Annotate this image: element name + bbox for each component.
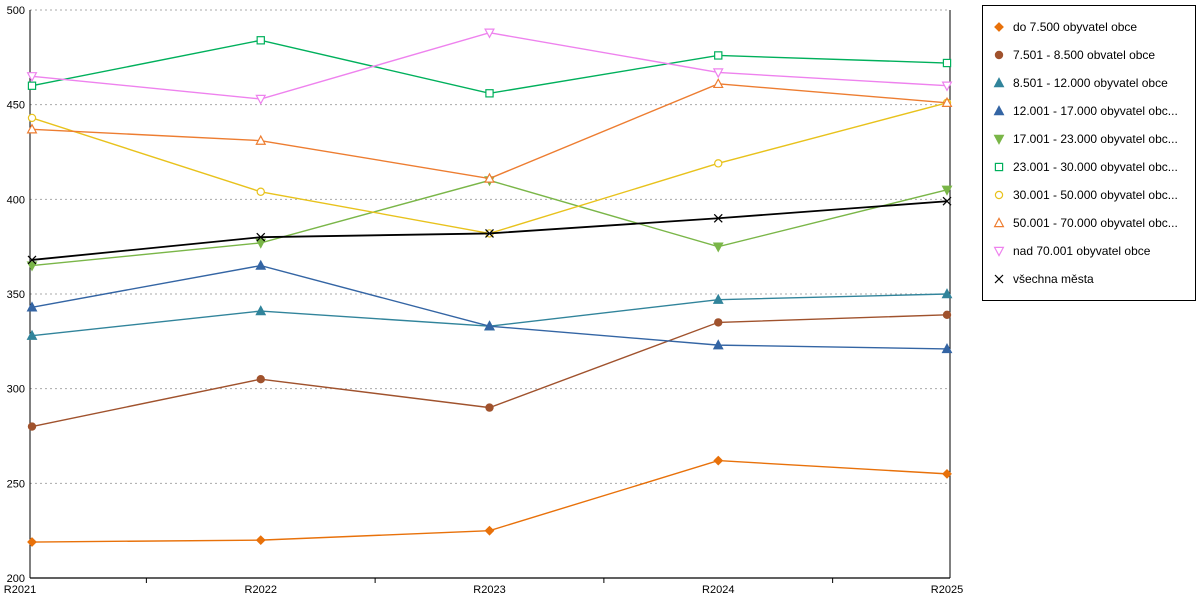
- legend-item: 7.501 - 8.500 obvatel obce: [991, 41, 1187, 69]
- y-axis-tick-label: 500: [7, 5, 25, 17]
- legend: do 7.500 obyvatel obce 7.501 - 8.500 obva…: [982, 5, 1196, 301]
- series-x-000000: [27, 196, 952, 265]
- legend-item-label: 23.001 - 30.000 obyvatel obc...: [1013, 160, 1178, 174]
- y-axis-tick-label: 350: [7, 289, 25, 301]
- x-axis-tick-label: R2025: [931, 584, 963, 596]
- y-axis-tick-label: 450: [7, 100, 25, 112]
- legend-marker-icon: [994, 274, 1004, 284]
- legend-item: 17.001 - 23.000 obyvatel obc...: [991, 125, 1187, 153]
- legend-item-label: do 7.500 obyvatel obce: [1013, 20, 1138, 34]
- series-triangle-up-31849B: [26, 288, 953, 340]
- legend-marker-icon: [994, 190, 1004, 200]
- series-circle-E8C21C: [27, 98, 952, 238]
- series-circle-A0522D: [27, 310, 952, 431]
- plot-area: 200 250 300 350 400 450 500 R2021 R2022 R2023 R202…: [4, 5, 963, 596]
- legend-item: 50.001 - 70.000 obyvatel obc...: [991, 209, 1187, 237]
- x-axis-tick-label: R2021: [4, 584, 36, 596]
- series-diamond-E8710A: [27, 455, 952, 547]
- legend-marker-icon: [993, 105, 1005, 116]
- y-axis-tick-label: 300: [7, 384, 25, 396]
- y-axis-tick-label: 250: [7, 478, 25, 490]
- legend-marker-icon: [993, 134, 1005, 145]
- legend-marker-icon: [993, 246, 1005, 257]
- legend-item-label: 17.001 - 23.000 obyvatel obc...: [1013, 132, 1178, 146]
- legend-item: 8.501 - 12.000 obyvatel obce: [991, 69, 1187, 97]
- y-axis-tick-label: 200: [7, 573, 25, 585]
- series-triangle-up-ED7D31: [26, 77, 953, 183]
- legend-marker-icon: [994, 22, 1004, 32]
- x-axis-tick-label: R2023: [473, 584, 505, 596]
- legend-item: 12.001 - 17.000 obyvatel obc...: [991, 97, 1187, 125]
- legend-item: do 7.500 obyvatel obce: [991, 13, 1187, 41]
- legend-item-label: 12.001 - 17.000 obyvatel obc...: [1013, 104, 1178, 118]
- legend-item-label: 30.001 - 50.000 obyvatel obc...: [1013, 188, 1178, 202]
- legend-marker-icon: [994, 50, 1004, 60]
- legend-marker-icon: [993, 77, 1005, 88]
- legend-marker-icon: [994, 162, 1004, 172]
- legend-item-label: 7.501 - 8.500 obvatel obce: [1013, 48, 1156, 62]
- x-axis-tick-label: R2024: [702, 584, 734, 596]
- legend-item: 23.001 - 30.000 obyvatel obc...: [991, 153, 1187, 181]
- series-triangle-down-7AB648: [26, 176, 953, 272]
- series-triangle-down-EE82EE: [26, 28, 953, 105]
- series-triangle-up-3465A4: [26, 259, 953, 354]
- legend-item: všechna města: [991, 265, 1187, 293]
- legend-item: 30.001 - 50.000 obyvatel obc...: [991, 181, 1187, 209]
- legend-item-label: 8.501 - 12.000 obyvatel obce: [1013, 76, 1168, 90]
- legend-marker-icon: [993, 217, 1005, 228]
- x-axis-tick-label: R2022: [245, 584, 277, 596]
- legend-item-label: nad 70.001 obyvatel obce: [1013, 244, 1151, 258]
- legend-item-label: všechna města: [1013, 272, 1094, 286]
- series-square-00B05C: [27, 36, 952, 98]
- y-axis-tick-label: 400: [7, 194, 25, 206]
- legend-item: nad 70.001 obyvatel obce: [991, 237, 1187, 265]
- legend-item-label: 50.001 - 70.000 obyvatel obc...: [1013, 216, 1178, 230]
